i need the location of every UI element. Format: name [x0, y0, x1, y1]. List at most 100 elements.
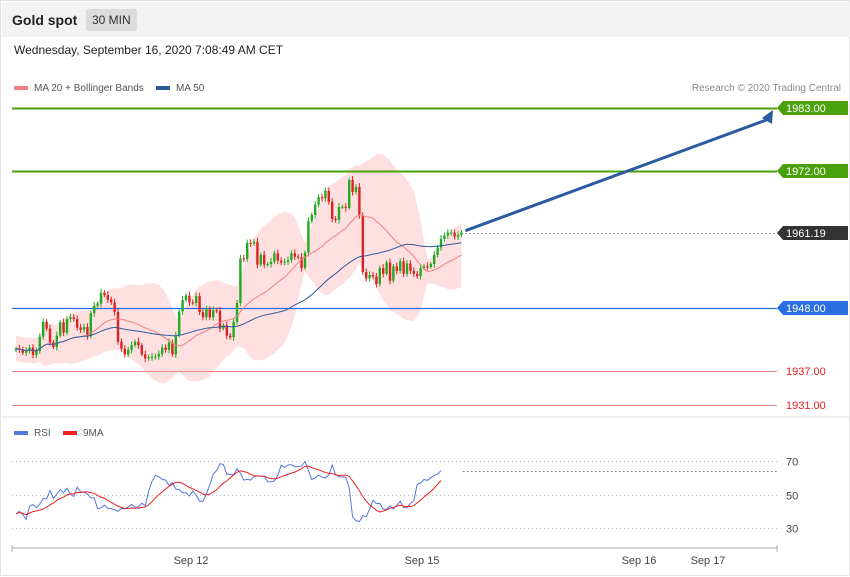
candle-body	[460, 232, 463, 235]
rsi-ma-line	[15, 465, 442, 516]
candle-body	[62, 322, 65, 333]
candle-body	[252, 241, 256, 244]
candle-body	[450, 232, 453, 234]
candle-body	[395, 266, 398, 271]
forecast-arrow	[464, 117, 770, 233]
ma20-line	[15, 214, 462, 352]
candle-body	[113, 302, 116, 313]
candle-body	[416, 273, 419, 277]
candle-body	[164, 347, 167, 350]
legend-ma20-label: MA 20 + Bollinger Bands	[34, 83, 144, 94]
candle-body	[456, 234, 460, 237]
time-axis: Sep 12 Sep 15 Sep 16 Sep 17	[11, 545, 778, 567]
candle-body	[276, 253, 279, 261]
candle-body	[341, 206, 344, 208]
candle-body	[195, 296, 198, 303]
credit-text: Research © 2020 Trading Central	[692, 83, 841, 94]
candle-body	[178, 311, 181, 336]
candle-body	[300, 257, 303, 269]
candle-body	[120, 341, 123, 349]
level-label-box	[777, 301, 848, 315]
candle-body	[269, 261, 273, 265]
candle-body	[402, 261, 405, 274]
candle-body	[331, 201, 334, 219]
candle-body	[79, 327, 82, 330]
candle-body	[290, 253, 293, 261]
candle-body	[232, 321, 235, 338]
candle-body	[150, 356, 154, 358]
candle-body	[429, 264, 432, 267]
candle-body	[320, 197, 324, 199]
candle-body	[409, 263, 412, 271]
candle-body	[167, 342, 171, 350]
candle-body	[348, 180, 351, 208]
level-label: 1972.00	[786, 166, 826, 178]
candle-body	[14, 348, 18, 351]
legend-ma50-swatch	[156, 86, 170, 90]
level-label-box	[777, 164, 848, 178]
candle-body	[256, 241, 259, 265]
rsi-tick-label: 30	[786, 524, 798, 536]
timestamp: Wednesday, September 16, 2020 7:08:49 AM…	[14, 43, 284, 57]
candle-body	[140, 345, 143, 355]
rsi-panel: 30 50 70	[12, 457, 798, 536]
candle-body	[297, 256, 300, 258]
candle-body	[439, 238, 443, 248]
candle-body	[130, 345, 133, 350]
candle-body	[317, 197, 320, 205]
candle-body	[344, 206, 347, 208]
candle-body	[307, 221, 310, 253]
candle-body	[144, 354, 147, 359]
forecast-arrow-head	[762, 110, 773, 124]
candle-body	[385, 262, 388, 274]
header-bar: Gold spot 30 MIN	[2, 2, 850, 37]
candle-body	[324, 190, 327, 199]
candle-body	[314, 204, 317, 215]
candle-body	[334, 218, 337, 220]
timeframe-badge[interactable]: 30 MIN	[86, 9, 137, 31]
candle-body	[263, 254, 266, 265]
candle-body	[218, 311, 222, 329]
candle-body	[371, 274, 375, 277]
candle-body	[327, 190, 330, 202]
candle-body	[137, 341, 140, 346]
candle-body	[310, 214, 313, 222]
candle-body	[378, 268, 381, 285]
candle-body	[188, 295, 191, 303]
instrument-title: Gold spot	[12, 12, 78, 28]
candle-body	[82, 327, 86, 330]
candle-body	[215, 310, 218, 312]
candle-body	[392, 266, 395, 281]
candle-body	[116, 312, 120, 342]
candle-body	[184, 295, 188, 301]
candle-body	[283, 261, 286, 263]
candle-body	[382, 268, 385, 274]
candle-body	[147, 357, 150, 359]
x-tick-label: Sep 15	[405, 555, 440, 567]
candle-body	[42, 321, 45, 337]
candle-body	[89, 313, 92, 337]
level-label: 1983.00	[786, 103, 826, 115]
candle-body	[96, 303, 99, 306]
candle-body	[171, 342, 174, 355]
rsi-tick-label: 50	[786, 491, 798, 503]
x-tick-label: Sep 16	[622, 555, 657, 567]
candle-body	[86, 327, 89, 337]
candle-body	[35, 351, 38, 355]
level-label-box	[777, 101, 848, 115]
candle-body	[229, 335, 232, 338]
candle-body	[59, 322, 62, 336]
candle-body	[368, 274, 371, 279]
candle-body	[38, 336, 41, 351]
x-tick-label: Sep 17	[691, 555, 726, 567]
candle-body	[303, 252, 307, 268]
candle-body	[422, 266, 426, 269]
main-panel: 1983.00 1972.00 1961.19 1948.00 1937.00 1931.…	[12, 101, 848, 412]
candle-body	[443, 235, 446, 239]
legend-rsi-swatch	[14, 431, 28, 435]
candle-body	[25, 351, 28, 353]
candle-body	[419, 268, 422, 277]
level-label: 1931.00	[786, 400, 826, 412]
legend-ma50-label: MA 50	[176, 83, 205, 94]
